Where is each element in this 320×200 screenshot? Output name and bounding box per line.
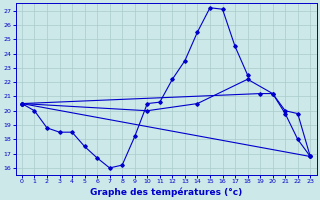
X-axis label: Graphe des températures (°c): Graphe des températures (°c) xyxy=(90,187,242,197)
